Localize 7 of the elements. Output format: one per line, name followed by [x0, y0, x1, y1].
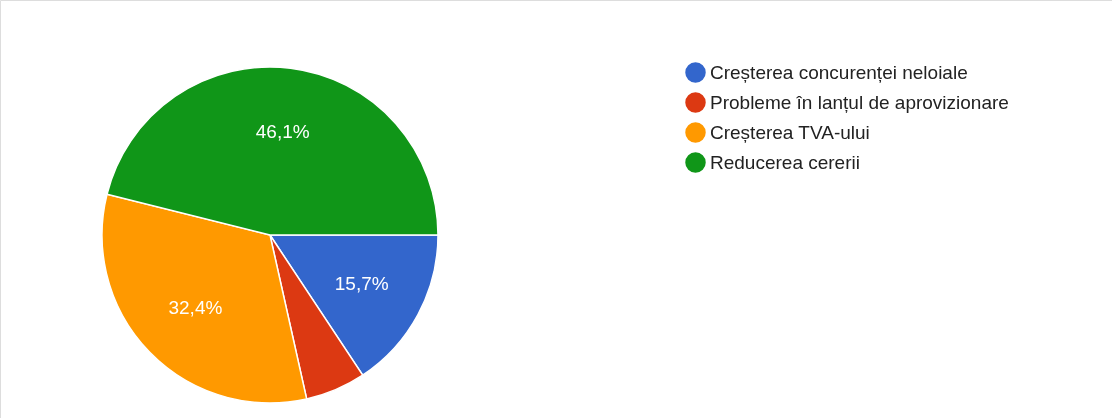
legend-label: Creșterea TVA-ului — [710, 121, 870, 143]
data-label: 15,7% — [334, 273, 389, 295]
legend-label: Reducerea cererii — [710, 151, 860, 173]
legend-label: Probleme în lanțul de aprovizionare — [710, 91, 1009, 113]
legend-label: Creșterea concurenței neloiale — [710, 61, 968, 83]
data-label: 46,1% — [255, 120, 310, 142]
data-label: 32,4% — [168, 296, 223, 318]
